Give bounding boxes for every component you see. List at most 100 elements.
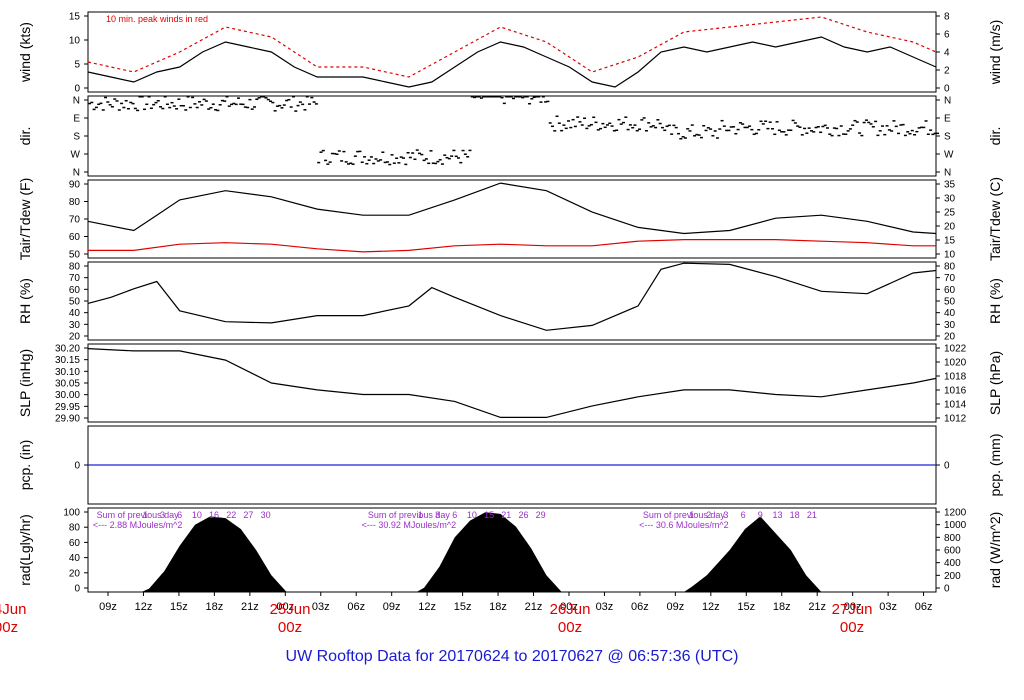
direction-point [227, 105, 231, 107]
xtick-label: 15z [170, 601, 188, 613]
direction-point [188, 106, 192, 109]
direction-point [672, 124, 676, 127]
direction-point [516, 96, 520, 98]
ytick-right-label: 1022 [944, 344, 967, 355]
direction-point [163, 96, 167, 98]
ylabel-left-temp: Tair/Tdew (F) [17, 178, 33, 260]
direction-point [608, 122, 612, 125]
direction-point [319, 151, 323, 153]
chart-title: UW Rooftop Data for 20170624 to 20170627… [285, 648, 739, 665]
direction-point [340, 160, 344, 162]
direction-point [434, 162, 438, 165]
direction-point [456, 157, 460, 159]
direction-point [658, 122, 662, 125]
direction-point [502, 102, 506, 105]
direction-point [101, 109, 105, 111]
direction-point [917, 127, 921, 129]
direction-point [500, 96, 504, 99]
direction-point [521, 96, 525, 99]
direction-point [878, 130, 882, 132]
direction-point [922, 126, 926, 129]
direction-point [571, 118, 575, 121]
ytick-right-label: 0 [944, 584, 950, 595]
direction-point [681, 136, 685, 138]
direction-point [823, 124, 827, 127]
radiation-note: Sum of previous day [368, 510, 451, 520]
direction-point [156, 99, 160, 102]
direction-point [269, 100, 273, 102]
direction-point [803, 127, 807, 130]
direction-point [385, 161, 389, 163]
direction-point [90, 101, 94, 104]
xtick-label: 09z [99, 601, 117, 613]
direction-point [560, 129, 564, 132]
direction-point [145, 103, 149, 106]
direction-point [450, 155, 454, 157]
ytick-left-label: 50 [69, 250, 81, 261]
ylabel-right-dir: dir. [987, 127, 1003, 146]
direction-point [275, 105, 279, 107]
ytick-left-label: 30.10 [55, 367, 80, 378]
direction-point [688, 130, 692, 132]
panel-frame-temp [87, 179, 937, 259]
direction-point [784, 134, 788, 136]
ylabel-left-rad: rad(Lgly/hr) [17, 514, 33, 586]
ytick-right-label: W [944, 150, 954, 161]
direction-point [791, 119, 795, 122]
direction-point [890, 130, 894, 132]
ytick-left-label: 90 [69, 180, 81, 191]
direction-point [832, 127, 836, 129]
direction-point [161, 107, 165, 110]
radiation-hour-label: 10 [192, 510, 202, 520]
direction-point [583, 117, 587, 120]
date-hour-label: 00z [558, 619, 582, 636]
direction-point [638, 128, 642, 130]
direction-point [287, 98, 291, 101]
direction-point [266, 98, 270, 101]
ytick-left-label: 30.20 [55, 344, 80, 355]
direction-point [126, 107, 130, 110]
radiation-hour-label: 15 [484, 510, 494, 520]
ytick-right-label: 4 [944, 48, 950, 59]
xtick-label: 03z [596, 601, 614, 613]
ytick-right-label: 1014 [944, 400, 967, 411]
direction-point [599, 127, 603, 130]
direction-point [278, 104, 282, 107]
direction-point [124, 99, 128, 102]
direction-point [862, 121, 866, 124]
direction-point [337, 150, 341, 152]
direction-point [706, 127, 710, 129]
ytick-right-label: 800 [944, 533, 961, 544]
direction-point [603, 126, 607, 129]
direction-point [498, 96, 502, 98]
ytick-right-label: 80 [944, 262, 956, 273]
ytick-left-label: 80 [69, 197, 81, 208]
direction-point [830, 134, 834, 137]
direction-point [743, 126, 747, 129]
direction-point [466, 156, 470, 158]
direction-point [282, 104, 286, 106]
direction-point [725, 129, 729, 132]
ytick-left-label: 60 [69, 538, 81, 549]
panel-frame-slp [87, 343, 937, 423]
direction-point [855, 121, 859, 123]
direction-point [848, 128, 852, 130]
direction-point [440, 163, 444, 165]
direction-point [489, 96, 493, 98]
direction-point [236, 97, 240, 99]
ytick-right-label: 20 [944, 332, 956, 343]
xtick-label: 00z [276, 601, 294, 613]
xtick-label: 00z [844, 601, 862, 613]
direction-point [216, 109, 220, 112]
direction-point [569, 126, 573, 129]
radiation-note: <--- 30.92 MJoules/m^2 [362, 520, 457, 530]
ylabel-right-slp: SLP (hPa) [987, 351, 1003, 415]
direction-point [750, 128, 754, 131]
direction-point [431, 162, 435, 164]
ytick-left-label: 40 [69, 553, 81, 564]
direction-point [514, 96, 518, 98]
direction-point [674, 126, 678, 129]
ytick-right-label: 60 [944, 285, 956, 296]
direction-point [305, 96, 309, 98]
direction-point [926, 133, 930, 135]
